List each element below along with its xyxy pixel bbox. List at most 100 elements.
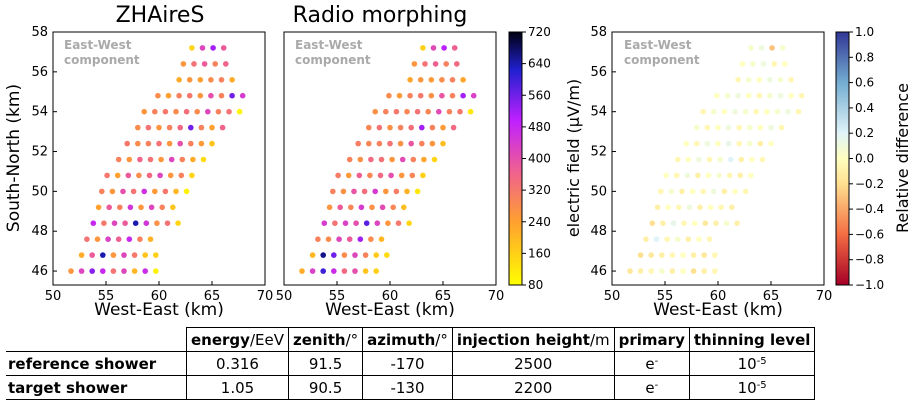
data-point <box>387 124 393 131</box>
x-tick-label: 60 <box>151 289 168 304</box>
data-point <box>173 108 179 115</box>
data-point <box>197 77 204 83</box>
data-point <box>352 268 358 274</box>
x-tick-label: 55 <box>329 289 346 304</box>
data-point <box>736 124 742 131</box>
data-point <box>94 236 101 242</box>
cell-thinning: 10-5 <box>688 351 816 376</box>
data-point <box>627 268 633 274</box>
data-point <box>177 124 183 131</box>
data-point <box>777 77 784 83</box>
data-point <box>727 156 734 163</box>
data-point <box>735 77 741 83</box>
data-point <box>110 268 117 274</box>
data-point <box>432 61 439 67</box>
y-ticks: 46 48 50 52 54 56 58 <box>31 25 57 279</box>
x-tick-label: 70 <box>816 289 833 304</box>
data-point <box>158 156 164 163</box>
data-point <box>691 220 698 226</box>
data-point <box>361 188 368 195</box>
cell-azimuth: -130 <box>362 375 453 400</box>
colorbar-tick-label: 320 <box>528 183 551 197</box>
data-point <box>120 188 126 195</box>
data-point <box>378 236 385 242</box>
data-point <box>153 252 159 258</box>
data-point <box>407 77 413 83</box>
x-tick-label: 70 <box>488 289 505 304</box>
colorbar-tick-label: 640 <box>528 57 551 71</box>
cell-zenith: 91.5 <box>287 351 364 376</box>
data-point <box>147 156 154 163</box>
data-point <box>341 268 348 274</box>
colorbar-tick-label: 0.0 <box>855 152 874 166</box>
data-point <box>126 236 133 242</box>
data-point <box>218 77 225 83</box>
y-tick-label: 48 <box>31 224 48 239</box>
data-point <box>685 156 692 163</box>
data-point <box>209 140 215 147</box>
colorbar-tick-label: −0.4 <box>855 202 884 216</box>
data-point <box>145 124 152 131</box>
row-label: reference shower <box>6 351 187 376</box>
x-tick-label: 60 <box>710 289 727 304</box>
data-point <box>137 236 143 242</box>
data-point <box>725 124 732 131</box>
data-point <box>690 268 697 274</box>
data-point <box>363 220 370 226</box>
data-point <box>165 92 172 99</box>
data-point <box>156 124 162 131</box>
data-point <box>393 188 400 195</box>
data-point <box>366 140 372 147</box>
panel-annotation-line2: component <box>64 53 140 67</box>
data-point <box>767 92 773 99</box>
data-point <box>736 140 742 147</box>
data-point <box>419 140 425 147</box>
data-point <box>366 124 372 131</box>
data-point <box>336 236 342 242</box>
col-injection-height: injection height/m <box>451 327 615 352</box>
data-point <box>320 268 327 274</box>
colorbar-tick-label: 80 <box>528 278 543 292</box>
colorbar-ticks: 80 160 240 320 400 480 560 640 720 <box>522 25 551 292</box>
data-point <box>774 108 781 115</box>
data-point <box>756 92 763 99</box>
data-point <box>680 268 686 274</box>
data-point <box>460 77 466 83</box>
data-point <box>362 268 369 274</box>
data-point <box>700 188 706 195</box>
data-point <box>419 124 425 131</box>
data-point <box>653 236 660 242</box>
data-point <box>201 61 208 67</box>
data-point <box>357 156 364 163</box>
data-point <box>735 92 741 99</box>
x-tick-label: 50 <box>45 289 62 304</box>
x-ticks: 50 55 60 65 70 <box>276 281 505 304</box>
data-point <box>331 252 337 258</box>
data-point <box>700 108 706 115</box>
data-point <box>450 124 457 131</box>
data-point <box>188 124 194 131</box>
data-point <box>764 108 770 115</box>
data-point <box>425 108 432 115</box>
data-point <box>421 156 427 163</box>
data-point <box>674 156 681 163</box>
data-point <box>177 140 183 147</box>
data-point <box>376 140 383 147</box>
y-tick-label: 56 <box>31 65 48 80</box>
data-point <box>219 124 226 131</box>
data-point <box>704 140 711 147</box>
colorbar-tick-label: 0.4 <box>855 101 874 115</box>
y-tick-label: 48 <box>590 224 607 239</box>
data-point <box>212 61 218 67</box>
data-point <box>111 220 118 226</box>
data-point <box>658 188 664 195</box>
data-point <box>683 140 689 147</box>
x-tick-label: 65 <box>204 289 221 304</box>
data-point <box>95 204 102 211</box>
colorbar-tick-label: −0.2 <box>855 177 884 191</box>
data-point <box>340 188 347 195</box>
data-point <box>162 108 169 115</box>
data-point <box>136 172 142 179</box>
data-point <box>198 124 205 131</box>
x-ticks: 50 55 60 65 70 <box>45 281 273 304</box>
